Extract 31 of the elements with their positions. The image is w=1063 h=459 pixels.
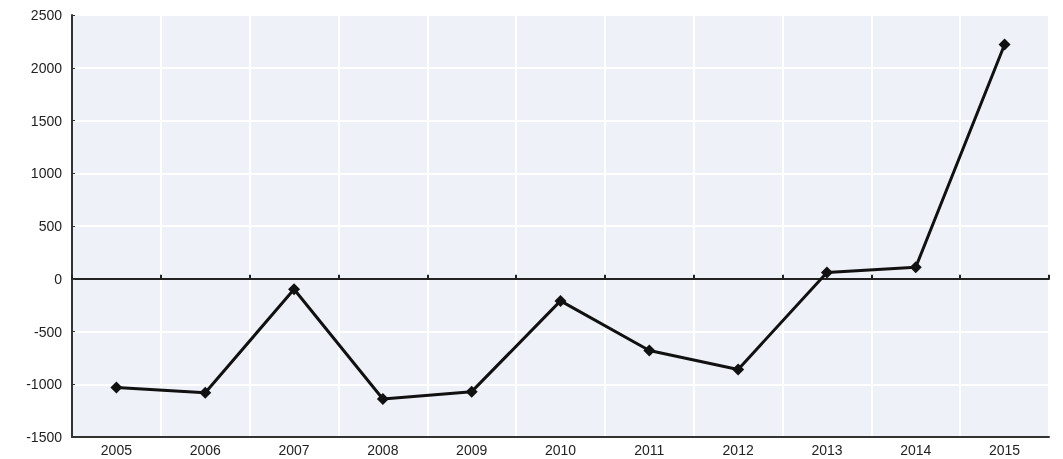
x-tick-label: 2013	[811, 442, 843, 458]
x-tick-label: 2006	[189, 442, 222, 458]
point	[732, 363, 745, 376]
x-tick-label: 2012	[722, 442, 754, 458]
point	[909, 261, 922, 274]
point	[820, 266, 833, 279]
y-tick-label: 2500	[30, 7, 63, 23]
point	[465, 385, 478, 398]
y-tick-label: -1500	[26, 429, 63, 445]
x-tick-label: 2005	[100, 442, 133, 458]
point	[998, 38, 1011, 51]
y-tick-label: -500	[33, 323, 63, 340]
y-tick-label: 1500	[30, 112, 63, 129]
x-tick-label: 2015	[989, 442, 1021, 458]
y-tick-label: 2000	[30, 59, 63, 76]
y-tick-label: -1000	[26, 376, 63, 393]
point	[643, 344, 656, 357]
x-tick-label: 2008	[367, 442, 399, 458]
x-tick-label: 2007	[278, 442, 310, 458]
point	[288, 283, 301, 296]
y-tick-label: 1000	[30, 165, 63, 182]
x-tick-label: 2014	[900, 442, 932, 458]
y-tick-label: 0	[54, 270, 63, 287]
point	[376, 393, 389, 406]
point	[554, 294, 567, 307]
y-tick-label: 500	[38, 218, 63, 234]
point	[110, 381, 123, 394]
x-tick-label: 2011	[634, 442, 665, 458]
point	[199, 386, 212, 399]
x-tick-label: 2009	[456, 442, 488, 458]
x-tick-label: 2010	[544, 442, 577, 458]
